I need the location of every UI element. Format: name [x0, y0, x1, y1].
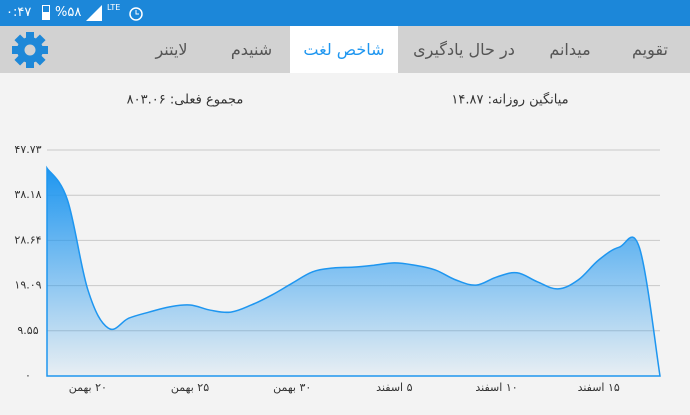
average-label: میانگین روزانه: ۱۴.۸۷: [451, 92, 568, 108]
y-tick-label: ۱۹.۰۹: [14, 279, 41, 292]
tab[interactable]: تقویم: [632, 40, 668, 59]
x-tick-label: ۱۵ اسفند: [578, 381, 620, 394]
clock: ۰:۴۷: [6, 5, 32, 20]
y-tick-label: ۳۸.۱۸: [14, 188, 41, 201]
x-tick-label: ۲۰ بهمن: [69, 381, 107, 394]
area: [46, 165, 661, 377]
tab-bar: تقویم میدانم در حال یادگیری شاخص لغت شنی…: [0, 26, 690, 73]
y-tick-label: ۴۷.۷۳: [14, 143, 41, 156]
battery-level: %۵۸: [55, 5, 82, 20]
y-tick-label: ۹.۵۵: [17, 324, 38, 337]
total-label: مجموع فعلی: ۸۰۳.۰۶: [127, 93, 244, 108]
tab[interactable]: میدانم: [549, 40, 591, 59]
alarm-icon: [129, 7, 143, 21]
battery-icon: [42, 5, 50, 20]
tab[interactable]: در حال یادگیری: [413, 40, 515, 59]
x-tick-label: ۲۵ بهمن: [171, 381, 209, 394]
y-tick-label: ۲۸.۶۴: [14, 233, 41, 246]
x-tick-label: ۵ اسفند: [376, 381, 412, 394]
tab-active[interactable]: شاخص لغت: [290, 26, 398, 73]
x-tick-label: ۳۰ بهمن: [273, 381, 311, 394]
tab[interactable]: شنیدم: [230, 40, 273, 59]
tab[interactable]: لایتنر: [155, 40, 188, 59]
y-tick-label: ۰: [25, 369, 31, 382]
settings-button[interactable]: [10, 30, 50, 70]
network: LTE: [107, 3, 121, 12]
x-tick-label: ۱۰ اسفند: [475, 381, 517, 394]
signal-icon: [86, 5, 102, 21]
status-bar: ۰:۴۷ %۵۸ LTE: [0, 0, 690, 26]
